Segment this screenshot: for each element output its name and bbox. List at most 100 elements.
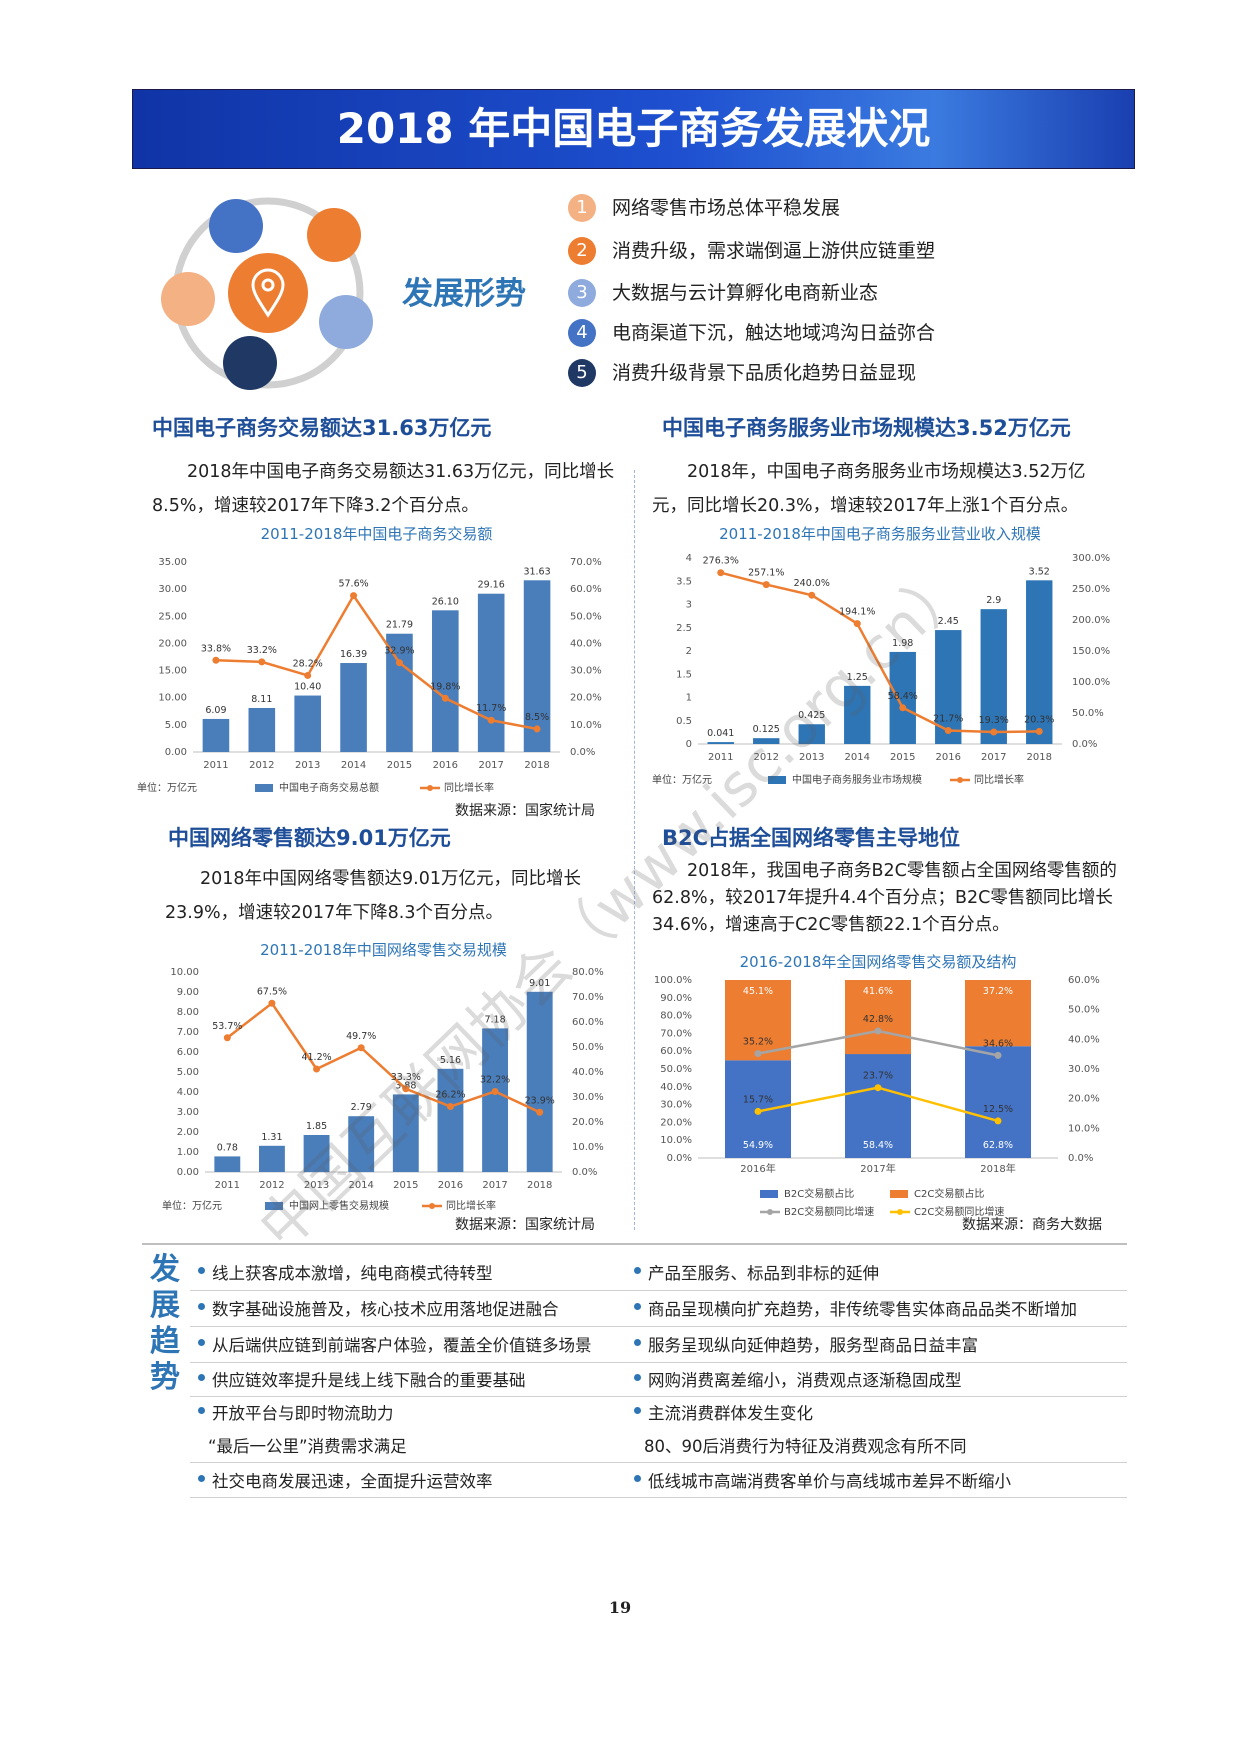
value-label: 31.63 <box>523 566 550 577</box>
y2-tick-label: 20.0% <box>1068 1094 1100 1105</box>
value-label: 0.125 <box>753 724 780 735</box>
trend-item: 线上获客成本激增，纯电商模式待转型 <box>212 1264 493 1283</box>
chart-title: 2011-2018年中国电子商务交易额 <box>261 525 493 543</box>
y2-tick-label: 80.0% <box>572 967 604 978</box>
x-tick-label: 2015 <box>393 1180 418 1191</box>
value-label: 6.09 <box>205 705 226 716</box>
bullet <box>198 1339 205 1346</box>
bar <box>348 1116 375 1172</box>
y-tick-label: 25.00 <box>158 611 187 622</box>
legend-label: C2C交易额同比增速 <box>914 1205 1004 1218</box>
bullet <box>198 1267 205 1274</box>
divider <box>634 470 635 1230</box>
section-heading: B2C占据全国网络零售主导地位 <box>662 826 961 850</box>
value-label: 16.39 <box>340 649 367 660</box>
line-point <box>874 1027 882 1035</box>
trend-item: 数字基础设施普及，核心技术应用落地促进融合 <box>212 1300 559 1319</box>
value-label: 45.1% <box>743 986 773 997</box>
section-heading: 中国网络零售额达9.01万亿元 <box>168 826 451 850</box>
rule <box>190 1396 1127 1397</box>
value-label: 67.5% <box>257 986 287 997</box>
line-point <box>258 658 266 666</box>
y-tick-label: 2 <box>686 646 692 657</box>
bar <box>798 724 825 744</box>
page-title: 2018 年中国电子商务发展状况 <box>336 104 931 153</box>
y-tick-label: 10.00 <box>158 693 187 704</box>
bar <box>214 1156 241 1172</box>
value-label: 26.2% <box>435 1090 465 1101</box>
line-point <box>268 999 276 1007</box>
y-tick-label: 50.0% <box>660 1064 692 1075</box>
value-label: 276.3% <box>703 556 739 567</box>
chart-title: 2011-2018年中国电子商务服务业营业收入规模 <box>719 525 1041 543</box>
bar <box>980 609 1007 744</box>
value-label: 5.16 <box>440 1055 461 1066</box>
section-text: 2018年，中国电子商务服务业市场规模达3.52万亿元，同比增长20.3%，增速… <box>652 462 1086 516</box>
y2-tick-label: 30.0% <box>572 1092 604 1103</box>
circle <box>209 199 263 253</box>
situation-item: 消费升级，需求端倒逼上游供应链重塑 <box>612 240 936 262</box>
bar <box>294 695 321 752</box>
line <box>720 571 1040 734</box>
line-point <box>899 704 907 712</box>
bar <box>303 1135 330 1172</box>
line-point <box>357 1044 365 1052</box>
legend-swatch <box>957 777 963 783</box>
legend-label: B2C交易额同比增速 <box>784 1205 874 1218</box>
y-tick-label: 0.5 <box>676 716 692 727</box>
y2-tick-label: 150.0% <box>1072 646 1110 657</box>
legend-swatch <box>429 1203 435 1209</box>
x-tick-label: 2015 <box>890 752 915 763</box>
bar <box>526 991 553 1172</box>
chart: 2011-2018年中国网络零售交易规模 0.00 1.00 2.00 3.00 4.00… <box>162 941 604 1212</box>
line-point <box>536 1108 544 1116</box>
y-tick-label: 0.00 <box>165 747 187 758</box>
bar <box>437 1068 464 1172</box>
situation-item: 电商渠道下沉，触达地域鸿沟日益弥合 <box>612 322 936 344</box>
y-tick-label: 9.00 <box>177 987 199 998</box>
value-label: 58.4% <box>888 691 918 702</box>
value-label: 12.5% <box>983 1104 1013 1115</box>
bullet <box>634 1267 641 1274</box>
header-bar: 2018 年中国电子商务发展状况 <box>132 89 1135 169</box>
value-label: 21.7% <box>933 714 963 725</box>
pin-icon <box>251 268 285 318</box>
legend-label: 同比增长率 <box>974 773 1024 786</box>
value-label: 1.98 <box>892 638 913 649</box>
line-point <box>762 581 770 589</box>
trend-item: 产品至服务、标品到非标的延伸 <box>648 1264 879 1283</box>
value-label: 0.78 <box>217 1142 238 1153</box>
bar <box>889 651 916 744</box>
line-point <box>350 592 358 600</box>
y2-tick-label: 40.0% <box>570 638 602 649</box>
value-label: 1.85 <box>306 1121 327 1132</box>
bar <box>965 980 1031 1047</box>
circle <box>319 295 373 349</box>
circle <box>307 208 361 262</box>
trend-item: 供应链效率提升是线上线下融合的重要基础 <box>212 1371 526 1390</box>
bar <box>725 980 791 1061</box>
number-badge: 4 <box>568 319 596 347</box>
rule <box>190 1290 1127 1291</box>
x-tick-label: 2012 <box>249 760 274 771</box>
y-tick-label: 1.00 <box>177 1147 199 1158</box>
trend-item: 开放平台与即时物流助力 <box>212 1404 394 1423</box>
y2-tick-label: 20.0% <box>572 1117 604 1128</box>
rule <box>142 1243 1127 1245</box>
bar <box>477 593 505 752</box>
value-label: 32.2% <box>480 1075 510 1086</box>
bar <box>392 1094 419 1172</box>
value-label: 1.31 <box>261 1132 282 1143</box>
value-label: 49.7% <box>346 1031 376 1042</box>
bar <box>386 633 413 752</box>
circle <box>223 336 277 390</box>
y2-tick-label: 70.0% <box>572 992 604 1003</box>
y-tick-label: 1 <box>686 693 692 704</box>
x-tick-label: 2017年 <box>860 1162 895 1175</box>
y-tick-label: 80.0% <box>660 1011 692 1022</box>
y-tick-label: 5.00 <box>177 1067 199 1078</box>
bullet <box>634 1339 641 1346</box>
rule <box>190 1462 1127 1463</box>
legend-swatch <box>760 1190 778 1198</box>
x-tick-label: 2014 <box>341 760 366 771</box>
